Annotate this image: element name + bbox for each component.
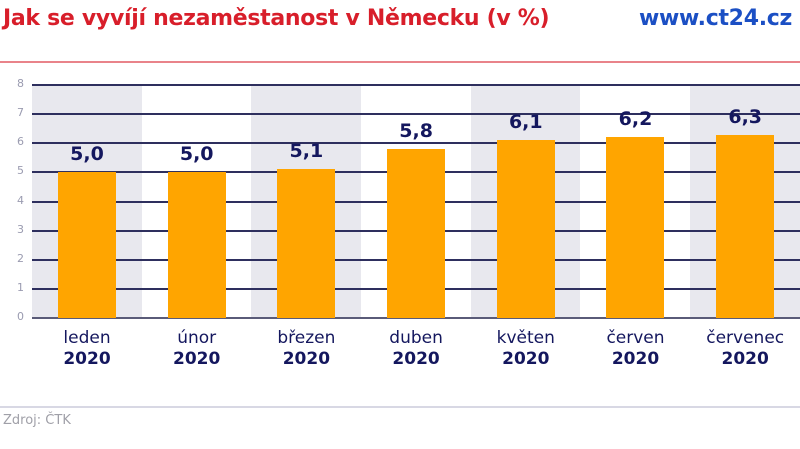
y-tick-label: 3 xyxy=(17,222,24,236)
x-tick-year: 2020 xyxy=(502,349,550,369)
gridline xyxy=(32,113,800,116)
x-tick-label: leden 2020 xyxy=(32,328,142,370)
y-tick-label: 6 xyxy=(17,135,24,149)
y-tick-label: 7 xyxy=(17,106,24,120)
bar xyxy=(716,134,775,318)
x-tick-month: duben xyxy=(389,328,443,348)
gridline xyxy=(32,142,800,145)
plot-area: 5,0 5,0 5,1 5,8 6,1 6,2 6,3 xyxy=(32,84,800,319)
x-tick-year: 2020 xyxy=(611,349,660,369)
x-tick-year: 2020 xyxy=(392,349,440,369)
x-tick-label: duben 2020 xyxy=(361,328,471,370)
x-tick-label: únor 2020 xyxy=(142,328,252,370)
x-tick-label: březen 2020 xyxy=(251,328,361,370)
brand-link[interactable]: www.ct24.cz xyxy=(639,6,792,31)
bar xyxy=(606,137,665,318)
x-tick-label: červenec 2020 xyxy=(690,328,800,370)
bar xyxy=(277,169,336,318)
gridline xyxy=(32,84,800,86)
bar-value-label: 5,8 xyxy=(399,120,433,143)
bar xyxy=(496,140,555,318)
y-tick-label: 1 xyxy=(17,280,24,294)
y-tick-label: 2 xyxy=(17,251,24,265)
gridline xyxy=(32,317,800,319)
x-tick-year: 2020 xyxy=(721,349,769,369)
bar-value-label: 6,2 xyxy=(618,108,653,131)
bar-value-label: 6,1 xyxy=(508,111,543,134)
x-tick-month: květen xyxy=(496,328,555,348)
y-tick-label: 8 xyxy=(17,77,24,90)
bar-value-label: 5,0 xyxy=(179,143,214,166)
x-tick-year: 2020 xyxy=(282,349,331,369)
source-note: Zdroj: ČTK xyxy=(3,413,71,428)
x-tick-year: 2020 xyxy=(173,349,221,369)
bar-value-label: 5,1 xyxy=(289,140,324,163)
header-divider xyxy=(0,61,800,63)
y-tick-label: 0 xyxy=(17,310,24,323)
x-tick-label: červen 2020 xyxy=(581,328,691,370)
x-tick-month: březen xyxy=(277,328,336,348)
x-tick-month: červen xyxy=(606,328,665,348)
y-tick-label: 4 xyxy=(17,193,24,207)
x-tick-label: květen 2020 xyxy=(471,328,581,370)
bar xyxy=(386,149,445,318)
x-tick-year: 2020 xyxy=(63,349,111,369)
bar-value-label: 6,3 xyxy=(728,105,763,128)
bar xyxy=(57,172,116,318)
bar xyxy=(167,172,226,318)
x-tick-month: únor xyxy=(177,328,217,348)
y-tick-label: 5 xyxy=(17,164,24,178)
chart-title: Jak se vyvíjí nezaměstanost v Německu (v… xyxy=(3,6,550,31)
x-tick-month: červenec xyxy=(706,328,785,348)
x-tick-month: leden xyxy=(63,328,111,348)
bar-value-label: 5,0 xyxy=(70,143,104,166)
footer-divider xyxy=(0,406,800,408)
